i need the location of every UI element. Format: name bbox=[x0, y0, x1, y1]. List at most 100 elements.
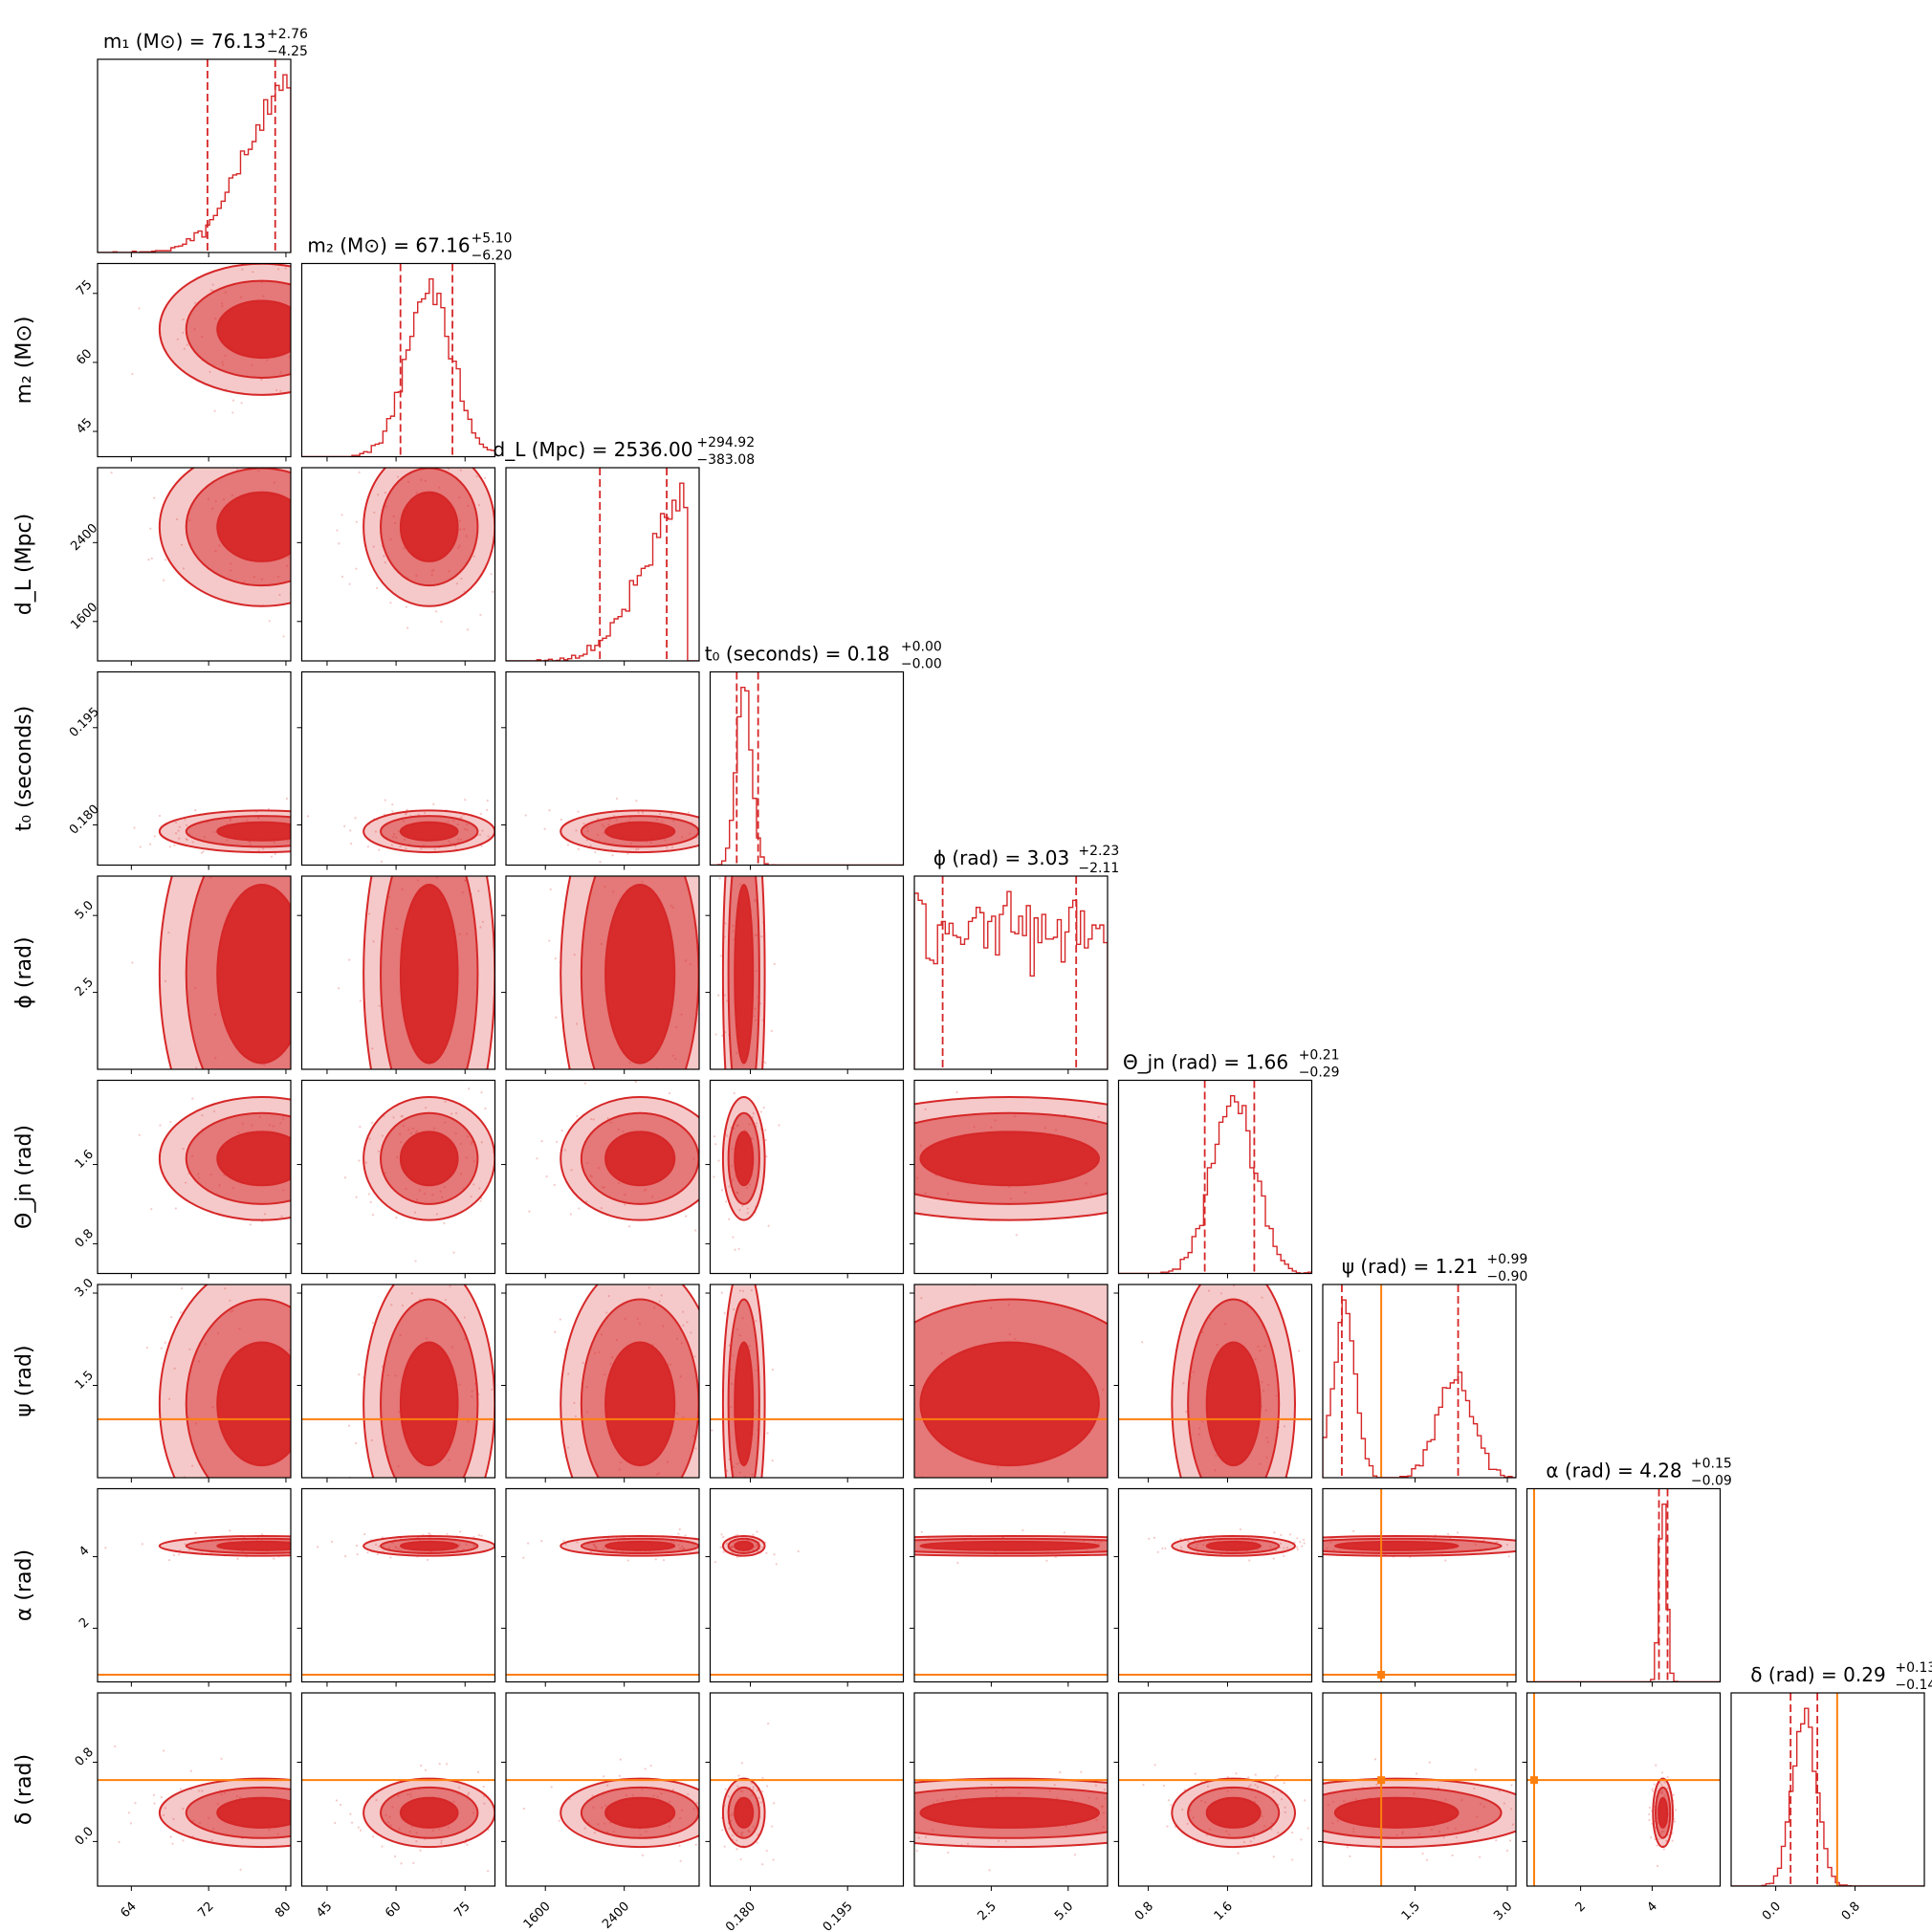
panel-delta-delta bbox=[1731, 1693, 1924, 1886]
panel-frame bbox=[913, 1284, 1109, 1479]
sample-point bbox=[728, 1218, 731, 1220]
sample-point bbox=[482, 1795, 486, 1798]
sample-point bbox=[1017, 1485, 1019, 1487]
sample-point bbox=[335, 1799, 339, 1802]
sample-point bbox=[874, 1552, 876, 1554]
sample-point bbox=[1161, 1547, 1164, 1549]
sample-point bbox=[1112, 1168, 1114, 1170]
sample-point bbox=[674, 1090, 676, 1092]
sample-point bbox=[419, 1849, 422, 1852]
sample-point bbox=[1274, 1776, 1277, 1779]
sample-point bbox=[548, 939, 551, 942]
sample-point bbox=[306, 1559, 308, 1561]
sample-point bbox=[904, 1545, 906, 1547]
sample-point bbox=[1301, 1545, 1304, 1548]
sample-point bbox=[421, 461, 423, 463]
sample-point bbox=[1235, 1772, 1238, 1775]
contour-level-2 bbox=[1333, 1796, 1460, 1829]
sample-point bbox=[1306, 1548, 1308, 1549]
sample-point bbox=[752, 1528, 754, 1530]
sample-point bbox=[171, 1842, 174, 1845]
sample-point bbox=[678, 1073, 680, 1075]
contour-level-2 bbox=[604, 884, 676, 1065]
sample-point bbox=[204, 786, 206, 788]
x-tick-label: 2 bbox=[1573, 1899, 1589, 1915]
sample-point bbox=[415, 1840, 418, 1843]
sample-point bbox=[402, 1072, 404, 1074]
sample-point bbox=[1186, 1822, 1189, 1825]
sample-point bbox=[153, 1802, 156, 1805]
sample-point bbox=[1346, 1846, 1349, 1849]
sample-point bbox=[1318, 1549, 1320, 1551]
sample-point bbox=[738, 1208, 741, 1212]
sample-point bbox=[733, 1091, 735, 1095]
sample-point bbox=[1170, 1804, 1173, 1807]
sample-point bbox=[1148, 1394, 1150, 1395]
title-text-t0: t₀ (seconds) = 0.18 bbox=[705, 643, 890, 666]
sample-point bbox=[412, 1861, 415, 1864]
sample-point bbox=[231, 855, 232, 857]
panel-frame bbox=[97, 1692, 292, 1887]
sample-point bbox=[284, 267, 287, 270]
sample-point bbox=[377, 1532, 379, 1534]
sample-point bbox=[470, 1075, 472, 1077]
sample-point bbox=[324, 1337, 326, 1339]
sample-point bbox=[362, 824, 363, 826]
sample-point bbox=[315, 1011, 317, 1013]
sample-point bbox=[187, 1548, 191, 1551]
sample-point bbox=[376, 586, 379, 590]
sample-point bbox=[715, 1821, 717, 1823]
title-text-theta: Θ_jn (rad) = 1.66 bbox=[1123, 1051, 1288, 1074]
sample-point bbox=[279, 1497, 281, 1499]
sample-point bbox=[827, 1320, 829, 1322]
sample-point bbox=[334, 299, 336, 301]
sample-point bbox=[560, 1098, 562, 1100]
sample-point bbox=[487, 1870, 490, 1873]
sample-point bbox=[172, 1553, 175, 1557]
sample-point bbox=[336, 529, 339, 532]
sample-point bbox=[347, 1424, 351, 1427]
panel-frame bbox=[97, 1487, 292, 1683]
sample-point bbox=[200, 851, 204, 854]
sample-point bbox=[83, 1479, 85, 1481]
sample-point bbox=[452, 1251, 455, 1254]
sample-point bbox=[687, 1792, 690, 1796]
sample-point bbox=[168, 809, 170, 811]
sample-point bbox=[1284, 1806, 1286, 1809]
sample-point bbox=[573, 954, 576, 956]
sample-point bbox=[316, 1546, 319, 1548]
sample-point bbox=[704, 1804, 706, 1806]
sample-point bbox=[648, 1087, 649, 1089]
sample-point bbox=[347, 1152, 349, 1153]
histogram-psi bbox=[1323, 1299, 1516, 1478]
contour-level-2 bbox=[919, 1341, 1100, 1467]
panel-alpha-dL bbox=[506, 1527, 710, 1677]
sample-point bbox=[346, 1096, 348, 1098]
sample-point bbox=[1247, 1785, 1250, 1789]
sample-point bbox=[604, 1260, 606, 1262]
sample-point bbox=[330, 1540, 334, 1543]
sample-point bbox=[708, 1541, 710, 1543]
sample-point bbox=[592, 1118, 595, 1121]
sample-point bbox=[728, 1344, 731, 1347]
sample-point bbox=[624, 1248, 626, 1250]
sample-point bbox=[325, 822, 327, 823]
sample-point bbox=[1280, 1533, 1283, 1537]
sample-point bbox=[593, 1832, 597, 1834]
sample-point bbox=[338, 286, 340, 288]
sample-point bbox=[459, 1530, 462, 1533]
sample-point bbox=[725, 787, 727, 789]
sample-point bbox=[262, 847, 265, 850]
sample-point bbox=[240, 402, 243, 405]
sample-point bbox=[648, 793, 649, 795]
panel-alpha-t0 bbox=[710, 1530, 904, 1677]
sample-point bbox=[360, 1431, 362, 1433]
title-sup-m1: +2.76 bbox=[267, 27, 308, 42]
sample-point bbox=[335, 1135, 337, 1137]
sample-point bbox=[366, 845, 369, 848]
panel-psi-phi bbox=[827, 1284, 1150, 1487]
sample-point bbox=[555, 1016, 558, 1019]
sample-point bbox=[362, 1824, 363, 1826]
sample-point bbox=[266, 801, 268, 803]
y-tick-label: 3.0 bbox=[73, 1276, 97, 1300]
